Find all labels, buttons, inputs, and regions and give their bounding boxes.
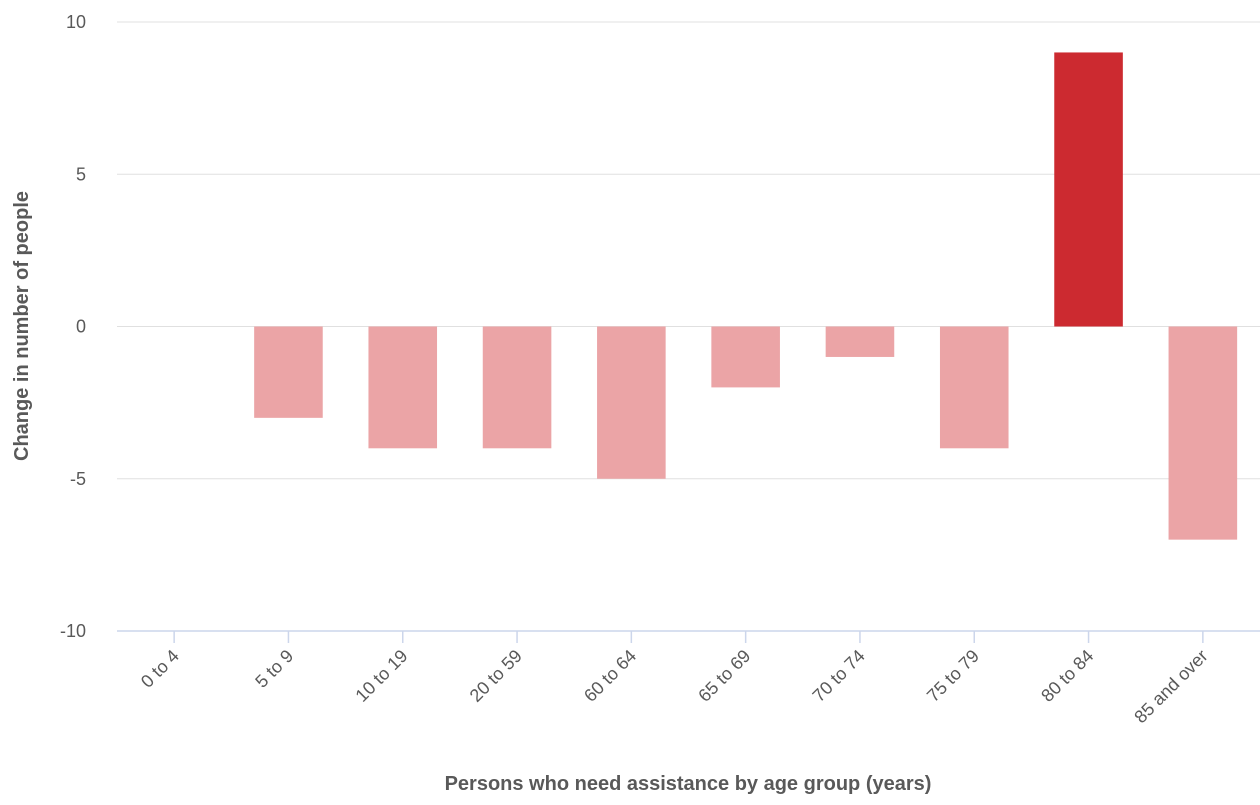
bar-80-to-84 — [1054, 52, 1123, 327]
bar-75-to-79 — [939, 326, 1009, 449]
x-tick-label: 5 to 9 — [251, 646, 297, 692]
x-tick-label: 70 to 74 — [809, 646, 869, 706]
y-axis-tick-labels: 10 5 0 -5 -10 — [60, 12, 86, 641]
x-axis-title: Persons who need assistance by age group… — [445, 773, 932, 795]
x-tick-label: 20 to 59 — [466, 646, 526, 706]
bar-5-to-9 — [254, 326, 323, 418]
bar-70-to-74 — [825, 326, 895, 357]
bar-10-to-19 — [368, 326, 438, 449]
y-tick-label: 5 — [76, 164, 86, 184]
x-axis-tick-labels: 0 to 4 5 to 9 10 to 19 20 to 59 60 to 64 65 t… — [137, 646, 1212, 727]
x-tick-label: 85 and over — [1130, 646, 1211, 727]
x-tick-label: 60 to 64 — [580, 646, 640, 706]
y-tick-label: 0 — [76, 317, 86, 337]
y-axis-title: Change in number of people — [11, 191, 33, 461]
x-tick-label: 10 to 19 — [351, 646, 411, 706]
y-tick-label: 10 — [66, 12, 86, 32]
bar-85-and-over — [1168, 326, 1238, 540]
bar-60-to-64 — [597, 326, 666, 479]
bar-20-to-59 — [482, 326, 552, 449]
y-tick-label: -10 — [60, 621, 86, 641]
x-tick-label: 65 to 69 — [694, 646, 754, 706]
bar-65-to-69 — [711, 326, 780, 388]
x-tick-label: 80 to 84 — [1037, 646, 1097, 706]
y-tick-label: -5 — [70, 469, 86, 489]
bars — [254, 52, 1238, 540]
x-tick-label: 0 to 4 — [137, 646, 183, 692]
x-axis-ticks — [173, 631, 1204, 643]
x-tick-label: 75 to 79 — [923, 646, 983, 706]
